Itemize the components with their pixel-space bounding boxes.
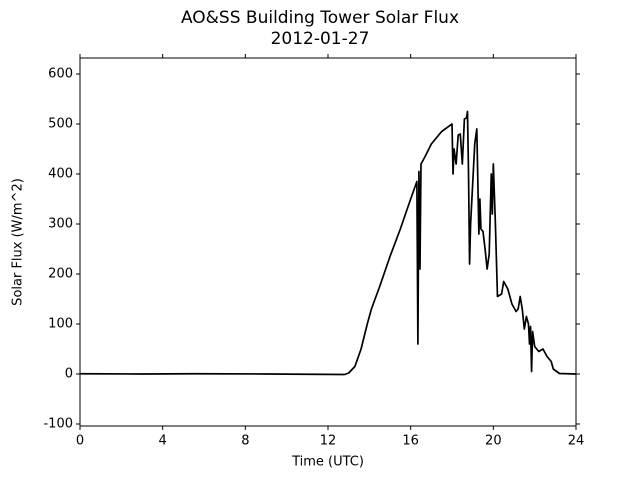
x-axis-label: Time (UTC) <box>291 455 364 470</box>
y-tick-label: 600 <box>48 67 73 82</box>
x-tick-label: 12 <box>320 434 337 449</box>
chart-title: AO&SS Building Tower Solar Flux <box>181 8 459 28</box>
y-axis-label: Solar Flux (W/m^2) <box>11 178 26 306</box>
x-tick-label: 0 <box>76 434 84 449</box>
y-tick-label: 200 <box>48 267 73 282</box>
chart-subtitle: 2012-01-27 <box>271 29 370 49</box>
y-tick-label: 500 <box>48 117 73 132</box>
y-tick-label: 0 <box>65 367 73 382</box>
plot-frame <box>79 57 577 427</box>
data-line <box>79 110 577 376</box>
y-tick-label: 400 <box>48 167 73 182</box>
y-tick-label: 100 <box>48 317 73 332</box>
x-tick-label: 8 <box>241 434 249 449</box>
x-tick-label: 4 <box>159 434 167 449</box>
y-tick-label: 300 <box>48 217 73 232</box>
x-tick-label: 16 <box>402 434 419 449</box>
x-tick-label: 20 <box>485 434 502 449</box>
x-tick-label: 24 <box>568 434 585 449</box>
y-tick-label: -100 <box>43 417 73 432</box>
